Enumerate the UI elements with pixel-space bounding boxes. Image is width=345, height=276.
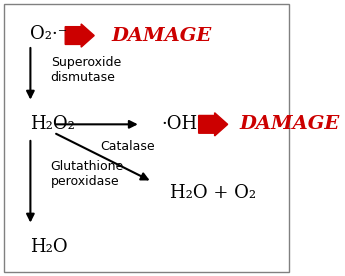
Text: H₂O: H₂O [30,238,68,256]
Text: H₂O₂: H₂O₂ [30,115,75,133]
Text: Glutathione
peroxidase: Glutathione peroxidase [51,160,124,187]
Text: Superoxide
dismutase: Superoxide dismutase [51,56,121,84]
Text: Catalase: Catalase [100,140,155,153]
Text: DAMAGE: DAMAGE [239,115,339,133]
FancyArrow shape [65,24,94,47]
Text: H₂O + O₂: H₂O + O₂ [170,184,256,202]
Text: O₂·⁻: O₂·⁻ [30,25,68,43]
FancyArrow shape [199,113,228,136]
Text: ·OH: ·OH [161,115,197,133]
Text: DAMAGE: DAMAGE [112,26,212,44]
